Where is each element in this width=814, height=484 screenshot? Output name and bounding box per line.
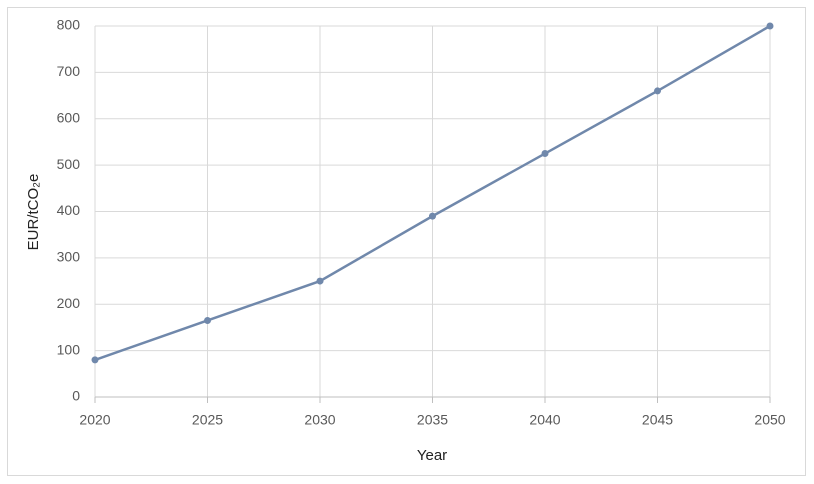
x-tick-label: 2050 [754, 412, 785, 428]
x-tick-label: 2025 [192, 412, 223, 428]
y-tick-label: 700 [57, 63, 81, 79]
y-axis-title: EUR/tCO₂e [25, 174, 42, 251]
y-tick-label: 200 [57, 295, 81, 311]
data-point [429, 212, 436, 220]
x-tick-label: 2045 [642, 412, 673, 428]
x-tick-label: 2020 [79, 412, 110, 428]
x-tick-label: 2040 [529, 412, 560, 428]
y-tick-label: 600 [57, 109, 81, 125]
y-tick-label: 500 [57, 156, 81, 172]
x-axis-title: Year [417, 447, 447, 464]
y-tick-label: 0 [72, 388, 80, 404]
chart-border [7, 7, 806, 476]
data-point [204, 316, 211, 324]
x-tick-label: 2035 [417, 412, 448, 428]
x-tick-label: 2030 [304, 412, 335, 428]
y-tick-label: 800 [57, 17, 81, 33]
data-point [766, 22, 774, 30]
data-point [654, 87, 661, 95]
data-point [541, 150, 549, 158]
y-tick-label: 100 [57, 341, 81, 357]
data-point [91, 356, 99, 364]
y-tick-label: 400 [57, 202, 81, 218]
y-tick-label: 300 [57, 249, 81, 265]
data-point [316, 277, 324, 285]
